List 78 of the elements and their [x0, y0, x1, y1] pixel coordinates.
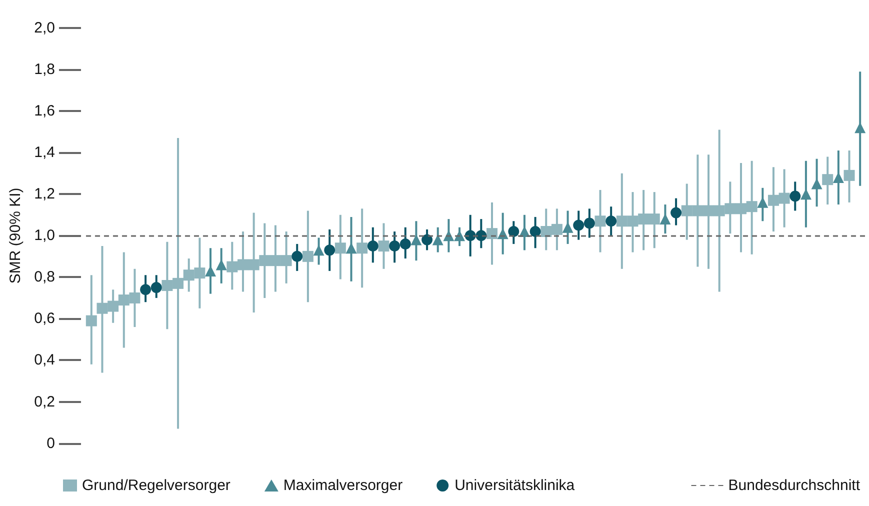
point: [703, 205, 714, 216]
point: [96, 302, 108, 314]
point: [811, 178, 822, 190]
point: [356, 242, 368, 254]
point: [86, 315, 97, 326]
point: [248, 259, 260, 270]
y-tick-label: 1,6: [34, 102, 55, 120]
point: [237, 259, 248, 270]
point: [259, 255, 270, 266]
point: [400, 238, 411, 250]
point: [486, 228, 498, 240]
point: [790, 190, 801, 202]
point: [616, 216, 628, 227]
point: [551, 224, 562, 235]
point: [714, 205, 725, 216]
legend-label: Bundesdurchschnitt: [728, 477, 861, 494]
point: [410, 234, 422, 246]
y-tick-label: 1,0: [34, 227, 55, 244]
point: [854, 122, 866, 134]
y-tick-label: 0,4: [34, 352, 55, 369]
point: [584, 218, 595, 229]
y-tick-label: 1,2: [34, 186, 55, 203]
point: [302, 250, 314, 262]
point: [334, 242, 346, 254]
point: [648, 214, 660, 225]
y-tick-label: 0,2: [34, 393, 55, 410]
point: [594, 216, 606, 227]
point: [692, 205, 704, 216]
point: [162, 280, 173, 291]
point: [724, 203, 736, 214]
point: [573, 220, 584, 231]
point: [606, 216, 617, 227]
point: [681, 205, 692, 216]
point: [768, 194, 779, 206]
y-axis-title: SMR (90% KI): [7, 188, 24, 284]
point: [270, 255, 281, 266]
point: [129, 292, 140, 304]
point: [800, 188, 812, 200]
point: [140, 284, 152, 296]
point: [172, 278, 184, 289]
point: [735, 203, 746, 214]
legend-label: Maximalversorger: [283, 477, 403, 494]
point: [194, 268, 206, 279]
legend-label: Grund/Regelversorger: [82, 477, 230, 494]
y-tick-label: 2,0: [34, 20, 55, 36]
point: [822, 174, 834, 186]
point: [508, 226, 520, 237]
point: [540, 226, 552, 237]
point: [746, 201, 758, 212]
point: [324, 244, 336, 256]
point: [389, 240, 400, 252]
point: [108, 300, 119, 312]
y-tick-label: 0,8: [34, 268, 55, 286]
point: [150, 282, 162, 294]
point: [378, 240, 390, 252]
y-tick-label: 1,8: [34, 61, 55, 78]
point: [660, 214, 671, 225]
point: [280, 255, 292, 266]
point: [183, 270, 194, 281]
point: [226, 261, 238, 272]
point: [670, 207, 682, 218]
point: [627, 216, 638, 227]
point: [367, 240, 378, 252]
y-tick-label: 1,4: [34, 144, 55, 162]
point: [118, 294, 130, 306]
point: [313, 244, 324, 256]
point: [216, 259, 227, 270]
point: [778, 192, 790, 204]
point: [844, 170, 855, 181]
point: [832, 172, 844, 184]
legend-label: Universitätsklinika: [454, 477, 576, 494]
point: [422, 234, 433, 246]
y-tick-label: 0,6: [34, 310, 55, 328]
y-tick-label: 0: [46, 434, 55, 452]
point: [346, 242, 357, 254]
point: [638, 214, 650, 225]
point: [292, 250, 303, 262]
point: [530, 226, 541, 237]
